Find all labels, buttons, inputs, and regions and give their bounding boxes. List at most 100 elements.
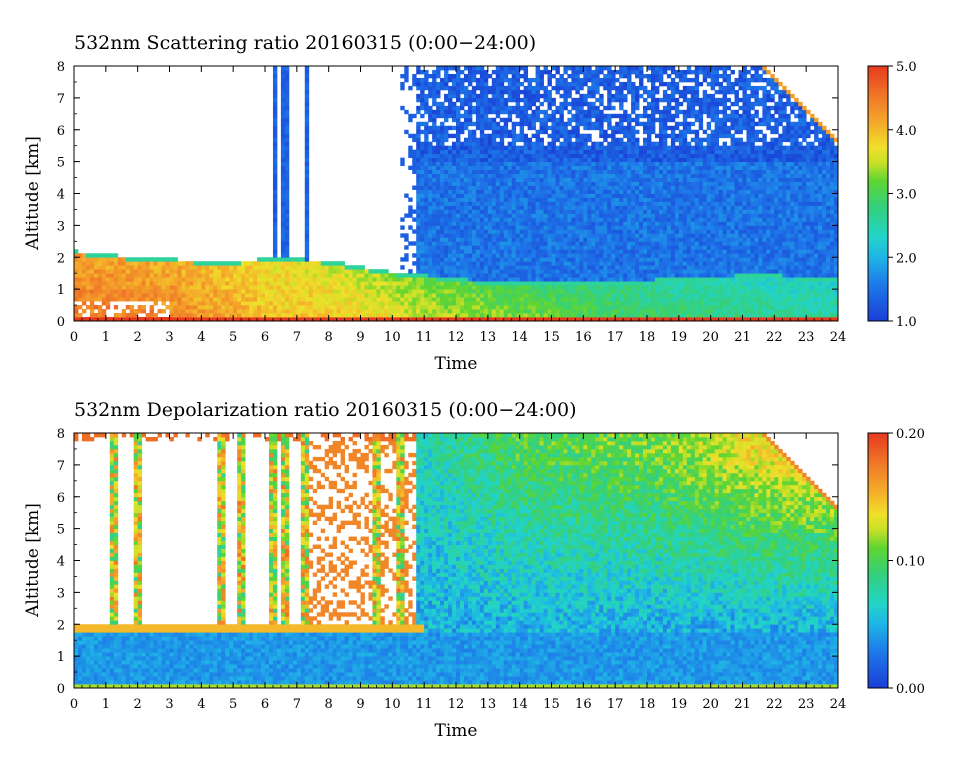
heatmap-cell bbox=[475, 309, 481, 314]
heatmap-cell bbox=[272, 177, 278, 182]
heatmap-cell bbox=[467, 101, 473, 107]
heatmap-cell bbox=[467, 301, 473, 306]
heatmap-cell bbox=[647, 293, 652, 298]
heatmap-cell bbox=[603, 261, 608, 266]
heatmap-cell bbox=[563, 209, 568, 214]
heatmap-cell bbox=[519, 305, 525, 310]
heatmap-cell bbox=[467, 133, 473, 139]
heatmap-cell bbox=[523, 273, 529, 278]
heatmap-cell bbox=[440, 221, 445, 226]
heatmap-cell bbox=[380, 281, 385, 286]
heatmap-cell bbox=[543, 225, 548, 230]
heatmap-cell bbox=[647, 197, 652, 202]
heatmap-cell bbox=[487, 225, 493, 230]
heatmap-cell bbox=[551, 301, 556, 306]
heatmap-cell bbox=[169, 301, 174, 306]
heatmap-cell bbox=[599, 141, 604, 147]
heatmap-cell bbox=[463, 229, 469, 234]
heatmap-cell bbox=[555, 225, 560, 230]
heatmap-cell bbox=[543, 229, 548, 234]
heatmap-cell bbox=[356, 269, 361, 274]
heatmap-cell bbox=[627, 153, 632, 159]
heatmap-cell bbox=[507, 97, 513, 103]
heatmap-cell bbox=[428, 109, 433, 115]
heatmap-cell bbox=[340, 269, 345, 274]
heatmap-cell bbox=[551, 269, 556, 274]
heatmap-cell bbox=[495, 277, 501, 282]
heatmap-cell bbox=[559, 193, 564, 198]
heatmap-cell bbox=[527, 285, 533, 290]
heatmap-cell bbox=[495, 109, 501, 115]
heatmap-cell bbox=[444, 201, 449, 206]
heatmap-cell bbox=[523, 317, 529, 322]
heatmap-cell bbox=[503, 233, 509, 238]
heatmap-cell bbox=[627, 253, 632, 258]
heatmap-cell bbox=[336, 317, 342, 322]
heatmap-cell bbox=[511, 133, 517, 139]
heatmap-cell bbox=[459, 141, 465, 147]
heatmap-cell bbox=[408, 85, 413, 91]
heatmap-cell bbox=[81, 261, 87, 266]
heatmap-cell bbox=[165, 305, 170, 310]
heatmap-cell bbox=[551, 201, 556, 206]
heatmap-cell bbox=[400, 73, 405, 79]
heatmap-cell bbox=[249, 313, 254, 318]
heatmap-cell bbox=[631, 253, 636, 258]
heatmap-cell bbox=[603, 249, 608, 254]
heatmap-cell bbox=[627, 149, 632, 155]
heatmap-cell bbox=[448, 245, 453, 250]
heatmap-cell bbox=[304, 217, 310, 222]
heatmap-cell bbox=[607, 189, 612, 194]
heatmap-cell bbox=[444, 301, 449, 306]
heatmap-cell bbox=[639, 161, 644, 167]
heatmap-cell bbox=[416, 109, 421, 115]
heatmap-cell bbox=[225, 273, 230, 278]
heatmap-cell bbox=[452, 229, 457, 234]
heatmap-cell bbox=[555, 173, 560, 178]
heatmap-cell bbox=[336, 273, 342, 278]
heatmap-cell bbox=[229, 305, 234, 310]
heatmap-cell bbox=[400, 317, 405, 322]
heatmap-cell bbox=[531, 77, 536, 83]
heatmap-cell bbox=[145, 293, 151, 298]
heatmap-cell bbox=[587, 185, 592, 190]
heatmap-cell bbox=[241, 297, 246, 302]
heatmap-cell bbox=[491, 253, 497, 258]
heatmap-cell bbox=[420, 217, 425, 222]
heatmap-cell bbox=[440, 101, 445, 107]
heatmap-cell bbox=[491, 177, 497, 182]
heatmap-cell bbox=[575, 225, 580, 230]
heatmap-cell bbox=[571, 221, 576, 226]
heatmap-cell bbox=[440, 213, 445, 218]
heatmap-cell bbox=[575, 173, 580, 178]
heatmap-cell bbox=[543, 237, 548, 242]
heatmap-cell bbox=[567, 149, 572, 155]
heatmap-cell bbox=[511, 313, 517, 318]
heatmap-cell bbox=[603, 205, 608, 210]
heatmap-cell bbox=[471, 285, 477, 290]
heatmap-cell bbox=[487, 265, 493, 270]
heatmap-cell bbox=[555, 313, 560, 318]
heatmap-cell bbox=[384, 301, 389, 306]
heatmap-cell bbox=[444, 149, 449, 155]
heatmap-cell bbox=[463, 301, 469, 306]
heatmap-cell bbox=[567, 209, 572, 214]
heatmap-cell bbox=[579, 165, 584, 170]
heatmap-cell bbox=[185, 273, 190, 278]
heatmap-cell bbox=[467, 313, 473, 318]
heatmap-cell bbox=[639, 233, 644, 238]
heatmap-cell bbox=[471, 317, 477, 322]
heatmap-cell bbox=[404, 285, 409, 290]
heatmap-cell bbox=[300, 281, 306, 286]
heatmap-cell bbox=[272, 157, 278, 163]
heatmap-cell bbox=[503, 97, 509, 103]
heatmap-cell bbox=[312, 269, 318, 274]
heatmap-cell bbox=[129, 305, 135, 310]
heatmap-cell bbox=[631, 81, 636, 87]
heatmap-cell bbox=[519, 285, 525, 290]
heatmap-cell bbox=[364, 285, 369, 290]
heatmap-cell bbox=[547, 289, 552, 294]
heatmap-cell bbox=[463, 265, 469, 270]
heatmap-cell bbox=[619, 153, 624, 159]
heatmap-cell bbox=[304, 173, 310, 178]
